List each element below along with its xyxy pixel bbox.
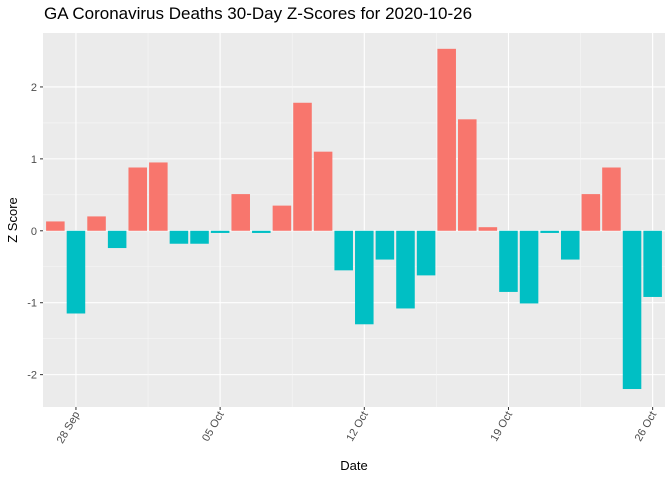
x-axis-title: Date — [340, 458, 367, 473]
bar — [416, 230, 436, 276]
bar — [128, 167, 148, 231]
bar — [190, 230, 209, 244]
bar — [252, 230, 271, 233]
bar — [66, 230, 86, 314]
bar — [107, 230, 127, 249]
bar — [46, 221, 65, 231]
bar — [149, 162, 168, 231]
chart-title: GA Coronavirus Deaths 30-Day Z-Scores fo… — [44, 4, 473, 23]
bar — [540, 230, 559, 233]
bar — [87, 216, 106, 231]
bar — [478, 227, 498, 231]
bar — [169, 230, 189, 244]
bar — [375, 230, 395, 260]
x-tick-label: 26 Oct — [633, 410, 660, 444]
bar — [643, 230, 662, 297]
x-tick-label: 28 Sep — [55, 410, 83, 446]
x-tick-label: 12 Oct — [344, 410, 371, 444]
bar — [355, 230, 374, 325]
bar — [519, 230, 539, 304]
bar — [334, 230, 353, 271]
x-tick-label: 19 Oct — [488, 410, 515, 444]
bars — [46, 48, 662, 390]
x-tick-label: 05 Oct — [200, 410, 227, 444]
y-tick-label: -1 — [27, 298, 37, 310]
bar — [581, 194, 601, 231]
y-axis: -2 -1 0 1 2 — [27, 82, 43, 382]
bar — [622, 230, 642, 390]
bar — [210, 230, 230, 233]
y-axis-title: Z Score — [5, 197, 20, 243]
bar — [396, 230, 415, 309]
bar — [458, 119, 477, 231]
bar — [437, 48, 456, 231]
bar — [560, 230, 580, 260]
bar — [313, 151, 333, 231]
bar — [231, 194, 250, 231]
y-tick-label: 1 — [31, 154, 37, 166]
bar — [602, 167, 621, 231]
y-tick-label: -2 — [27, 370, 37, 382]
bar — [293, 102, 312, 231]
bar — [499, 230, 518, 292]
x-axis: 28 Sep 05 Oct 12 Oct 19 Oct 26 Oct — [55, 407, 660, 446]
y-tick-label: 0 — [31, 226, 37, 238]
bar — [272, 205, 292, 231]
y-tick-label: 2 — [31, 82, 37, 94]
grid-lines — [43, 33, 665, 407]
